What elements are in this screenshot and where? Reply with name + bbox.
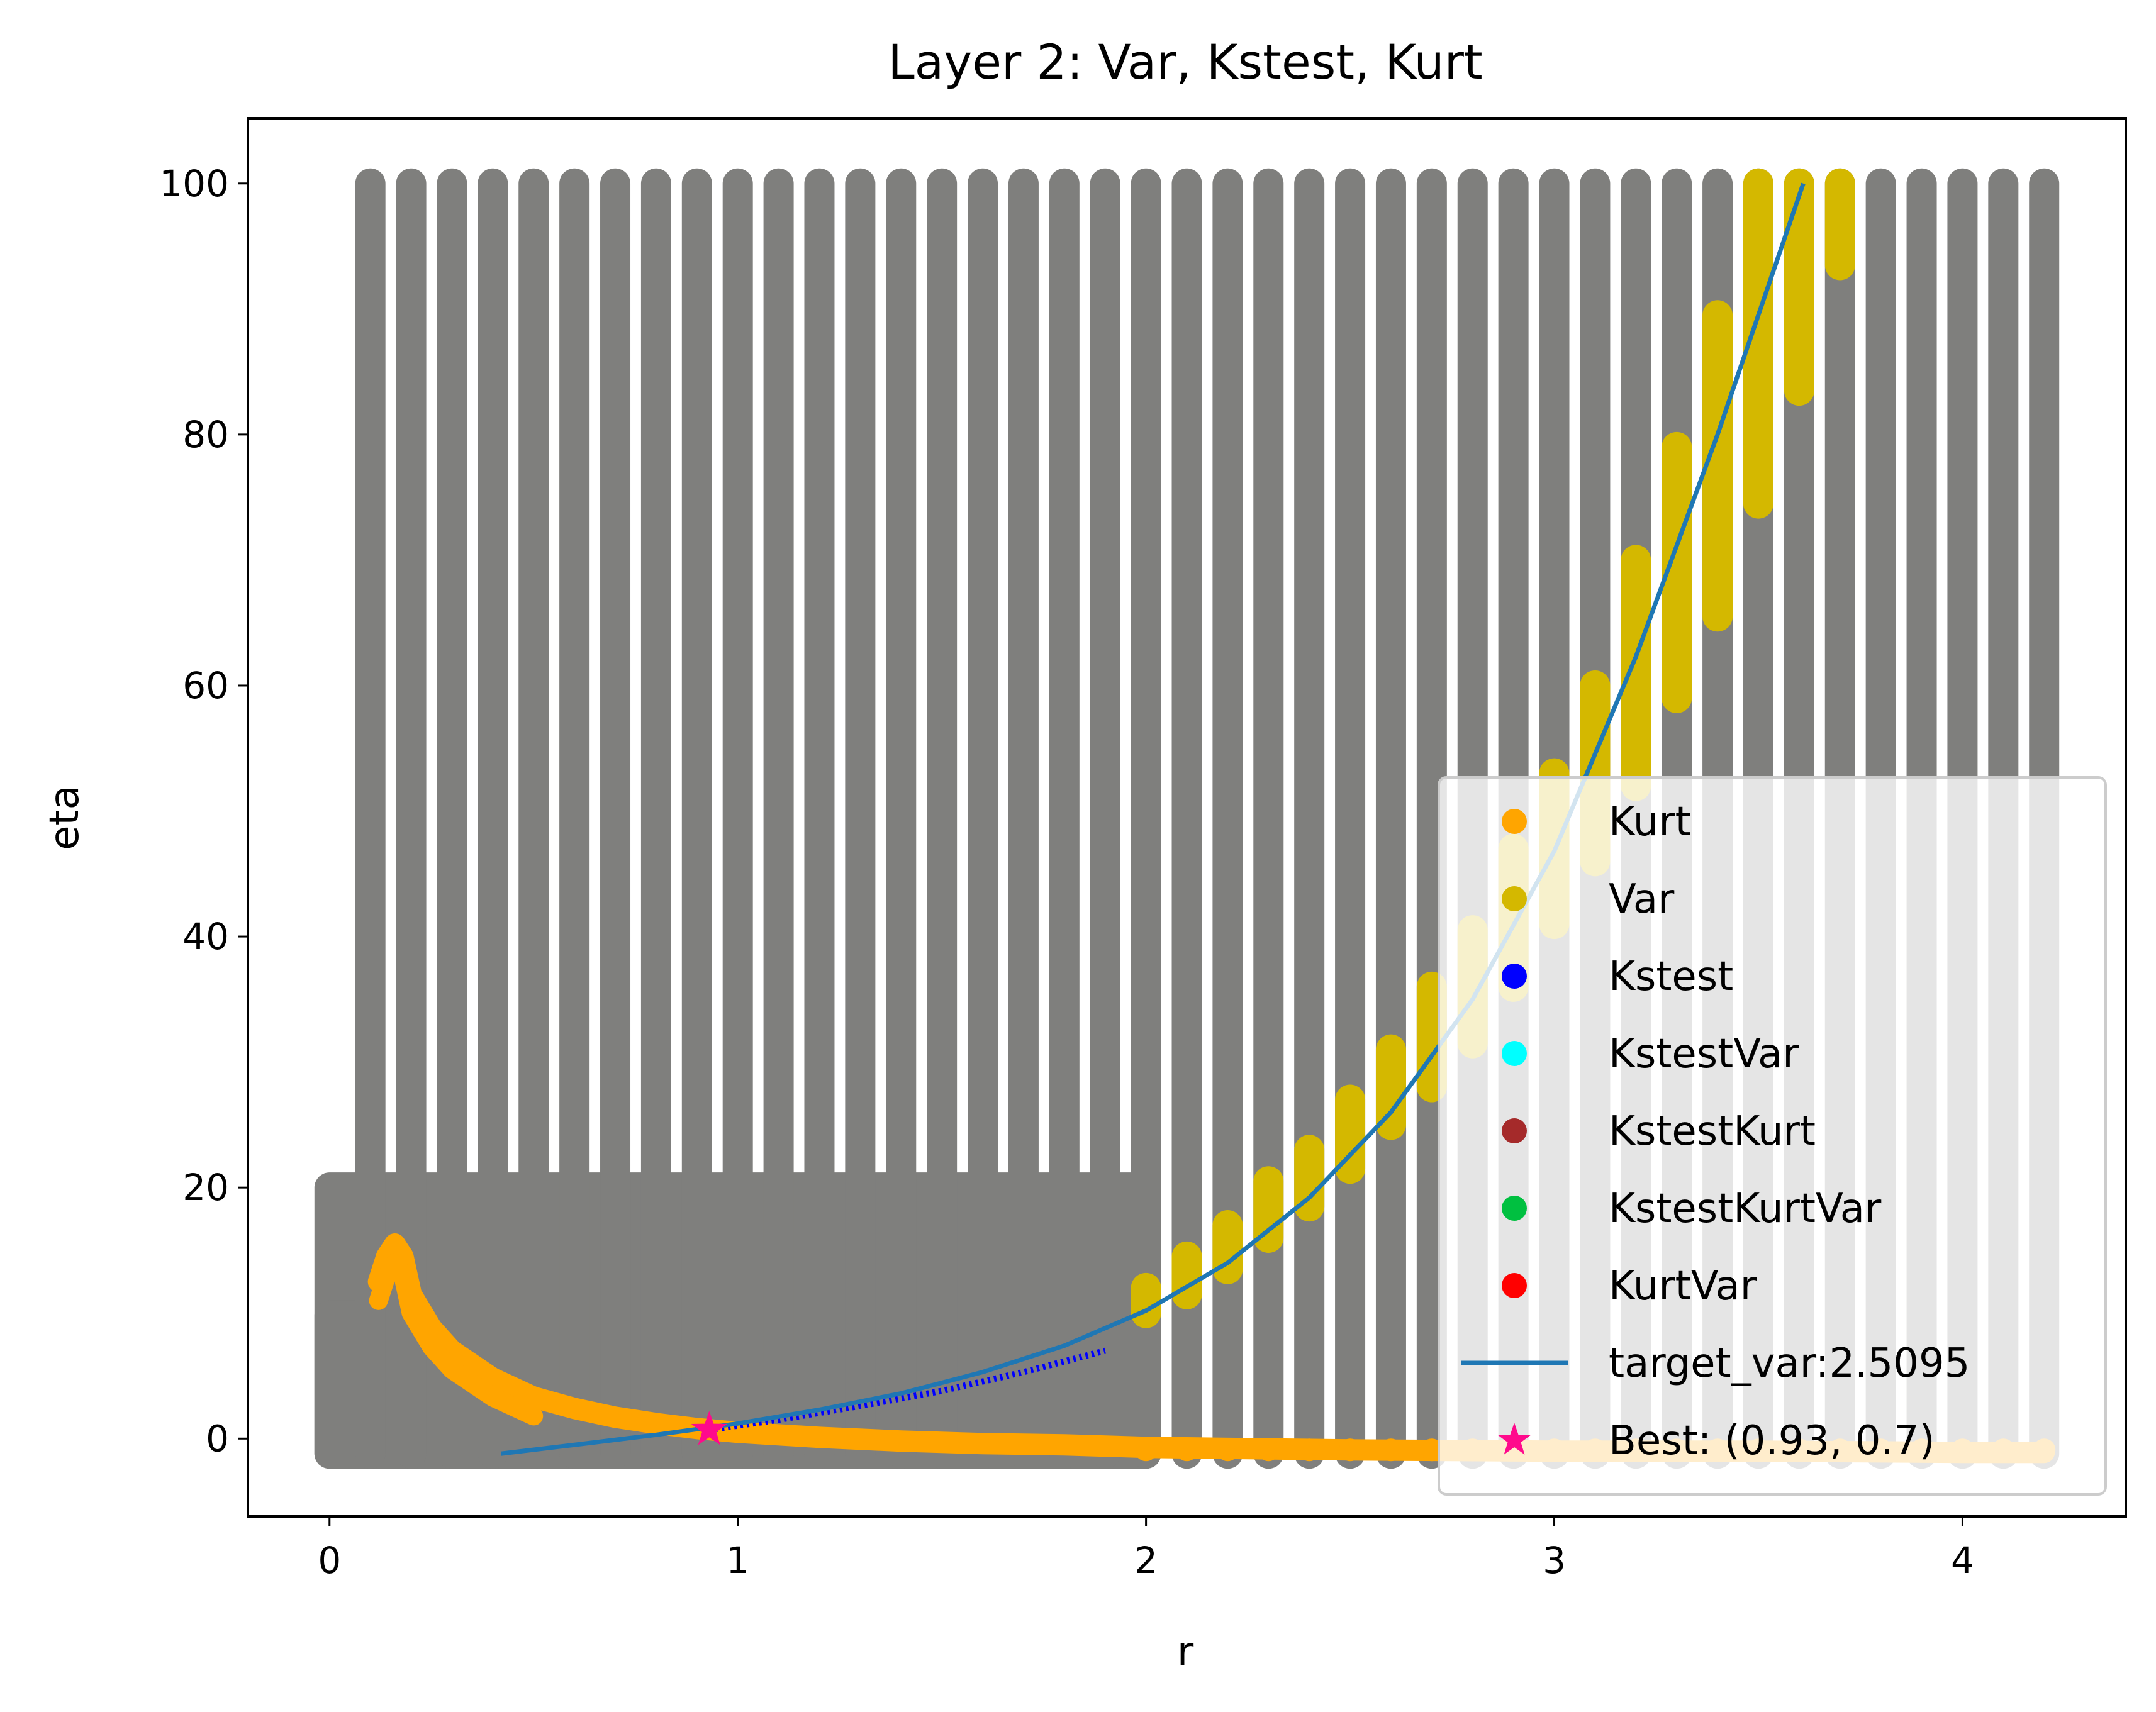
y-tick-label: 80: [182, 413, 229, 456]
var-points-segment: [1253, 1166, 1284, 1253]
kurt-point: [1134, 1438, 1158, 1462]
x-tick-label: 2: [1134, 1539, 1158, 1582]
legend-marker-kstestvar: [1502, 1041, 1527, 1066]
var-points-segment: [1743, 168, 1773, 519]
grid-points-column: [763, 168, 794, 1469]
y-tick-label: 60: [182, 664, 229, 707]
grid-points-column: [1131, 168, 1161, 1469]
grid-points-column: [1090, 168, 1120, 1469]
legend-marker-var: [1502, 886, 1527, 911]
grid-points-column: [804, 168, 835, 1469]
kurt-point: [1420, 1438, 1443, 1462]
y-tick-label: 40: [182, 915, 229, 958]
legend-marker-best: [1497, 1423, 1531, 1455]
grid-points-column: [437, 168, 467, 1469]
var-points-segment: [1662, 431, 1692, 713]
var-points-segment: [1335, 1084, 1366, 1184]
legend-label: Kstest: [1609, 953, 1733, 1000]
kurt-point: [1379, 1438, 1402, 1462]
x-tick-label: 0: [318, 1539, 341, 1582]
grid-points-column: [1335, 168, 1366, 1469]
var-points-segment: [1784, 168, 1814, 406]
x-tick-label: 1: [726, 1539, 749, 1582]
grid-points-column: [681, 168, 712, 1469]
grid-points-column: [927, 168, 958, 1469]
x-tick-label: 4: [1951, 1539, 1974, 1582]
legend-marker-kstestkurtvar: [1502, 1196, 1527, 1221]
grid-points-column: [355, 168, 386, 1469]
y-axis: 0 20 40 60 80 100: [159, 162, 248, 1460]
grid-points-column: [478, 168, 508, 1469]
axes-frame: [247, 117, 2127, 1518]
kurt-point: [1216, 1438, 1239, 1462]
grid-points-column: [559, 168, 590, 1469]
grid-points-column: [1008, 168, 1039, 1469]
y-tick-label: 100: [159, 162, 229, 205]
legend-marker-kurtvar: [1502, 1273, 1527, 1298]
legend-label: target_var:2.5095: [1609, 1340, 1970, 1387]
grid-points-column: [845, 168, 876, 1469]
legend-label: KurtVar: [1609, 1263, 1757, 1309]
grid-points-column: [1212, 168, 1243, 1469]
legend-marker-kstest: [1502, 964, 1527, 989]
y-tick-label: 20: [182, 1166, 229, 1209]
legend-label: Kurt: [1609, 799, 1691, 845]
var-points-segment: [1702, 300, 1733, 632]
grid-points-column: [1375, 168, 1406, 1469]
grid-points-column: [640, 168, 671, 1469]
x-tick-label: 3: [1543, 1539, 1566, 1582]
chart-title: Layer 2: Var, Kstest, Kurt: [888, 34, 1482, 90]
kurt-point: [1298, 1438, 1321, 1462]
legend-label: KstestVar: [1609, 1031, 1799, 1077]
grid-points-column: [600, 168, 631, 1469]
kurt-point: [1257, 1438, 1280, 1462]
grid-points-column: [518, 168, 549, 1469]
legend-label: Var: [1609, 876, 1675, 923]
var-points-segment: [1171, 1241, 1202, 1309]
legend-label: Best: (0.93, 0.7): [1609, 1418, 1935, 1464]
var-points-segment: [1131, 1272, 1161, 1328]
kstest-points: [708, 1347, 1106, 1433]
legend: KurtVarKstestKstestVarKstestKurtKstestKu…: [1438, 776, 2107, 1496]
grid-points-column: [1049, 168, 1080, 1469]
kurt-points-band-lower: [369, 1253, 544, 1426]
grid-points-column: [886, 168, 917, 1469]
y-axis-label: eta: [42, 785, 88, 850]
x-axis-label: r: [1177, 1629, 1194, 1676]
var-points-segment: [1212, 1210, 1243, 1284]
grid-points-column: [1171, 168, 1202, 1469]
var-points-segment: [1375, 1034, 1406, 1140]
grid-points-column: [1253, 168, 1284, 1469]
var-points-segment: [1824, 168, 1855, 281]
var-points-segment: [1294, 1135, 1325, 1222]
kurt-point: [1339, 1438, 1362, 1462]
var-points-segment: [1621, 545, 1651, 801]
legend-label: KstestKurt: [1609, 1108, 1816, 1155]
grid-points-column: [396, 168, 427, 1469]
grid-points-column: [722, 168, 753, 1469]
kurt-point: [1175, 1438, 1198, 1462]
x-axis: 0 1 2 3 4: [318, 1516, 1974, 1582]
legend-marker-kurt: [1502, 809, 1527, 834]
legend-label: KstestKurtVar: [1609, 1186, 1882, 1232]
legend-box: [1438, 776, 2107, 1496]
grid-points-column: [968, 168, 998, 1469]
y-tick-label: 0: [206, 1417, 229, 1460]
grid-points-column: [1294, 168, 1325, 1469]
legend-marker-kstestkurt: [1502, 1118, 1527, 1143]
best-point-star: [691, 1411, 727, 1445]
